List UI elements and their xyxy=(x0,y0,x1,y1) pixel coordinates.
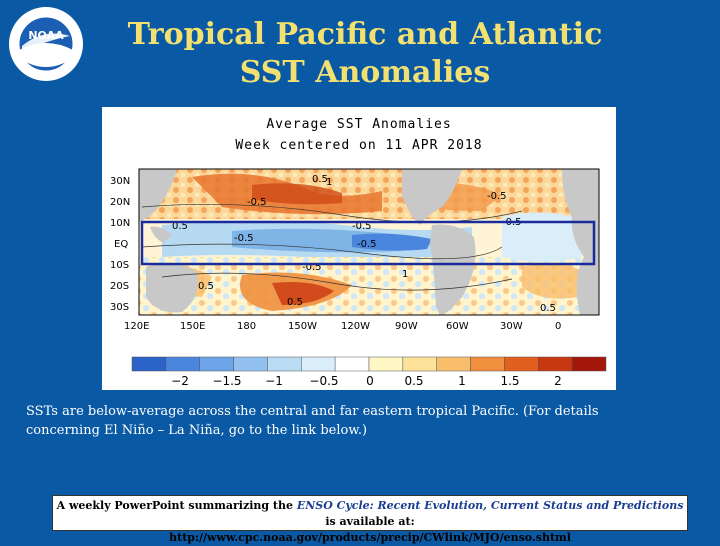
colorbar-swatch xyxy=(267,356,302,372)
lat-label: 10N xyxy=(110,218,130,229)
lon-label: 30W xyxy=(500,321,523,332)
colorbar-label: −2 xyxy=(171,374,189,388)
contour-label: -0.5 xyxy=(352,221,372,232)
colorbar-swatch xyxy=(131,356,167,372)
lon-label: 120W xyxy=(341,321,370,332)
contour-label: 0.5 xyxy=(287,297,303,308)
lon-label: 150W xyxy=(288,321,317,332)
colorbar-swatch xyxy=(470,356,505,372)
land-south-america xyxy=(430,224,476,315)
land-asia xyxy=(139,169,177,222)
colorbar-label: 0 xyxy=(366,374,374,388)
footer-report-title: ENSO Cycle: Recent Evolution, Current St… xyxy=(296,499,684,512)
noaa-logo: NOAA xyxy=(9,7,83,81)
footer-url-link[interactable]: http://www.cpc.noaa.gov/products/precip/… xyxy=(169,531,571,544)
colorbar xyxy=(131,356,607,372)
colorbar-swatch xyxy=(334,356,370,372)
sst-map: 0.5 -0.5 0.5 -0.5 -0.5 -0.5 -0.5 0.5 0.5… xyxy=(110,168,607,388)
contour-label: 0.5 xyxy=(540,303,556,314)
contour-label: 1 xyxy=(402,269,408,280)
lat-label: EQ xyxy=(114,239,128,250)
tropical-highlight-box xyxy=(140,220,596,266)
contour-labels: 0.5 -0.5 0.5 -0.5 -0.5 -0.5 -0.5 0.5 0.5… xyxy=(172,174,556,314)
longitude-labels: 120E 150E 180 150W 120W 90W 60W 30W 0 xyxy=(124,321,561,332)
logo-text: NOAA xyxy=(28,29,64,42)
body-text: SSTs are below-average across the centra… xyxy=(26,404,599,438)
contour-label: 0.5 xyxy=(312,174,328,185)
slide-title: Tropical Pacific and Atlantic SST Anomal… xyxy=(110,16,620,92)
land-australia xyxy=(146,263,198,313)
lon-label: 120E xyxy=(124,321,149,332)
colorbar-swatch xyxy=(504,356,539,372)
colorbar-swatch xyxy=(233,356,268,372)
colorbar-label: 2 xyxy=(554,374,562,388)
map-title: Average SST Anomalies xyxy=(266,117,452,132)
colorbar-swatch xyxy=(571,356,607,372)
contour-label: 0.5 xyxy=(172,221,188,232)
colorbar-swatch xyxy=(402,356,437,372)
footer-note: A weekly PowerPoint summarizing the ENSO… xyxy=(52,495,688,544)
map-subtitle: Week centered on 11 APR 2018 xyxy=(235,138,483,153)
lat-label: 10S xyxy=(110,260,129,271)
land-africa xyxy=(562,169,599,315)
contour-label: -0.5 xyxy=(234,233,254,244)
footer-line-1: A weekly PowerPoint summarizing the ENSO… xyxy=(53,498,687,530)
lat-label: 30N xyxy=(110,176,130,187)
contour-label: 1 xyxy=(326,177,332,188)
lon-label: 180 xyxy=(237,321,256,332)
colorbar-label: −1 xyxy=(265,374,283,388)
lat-label: 30S xyxy=(110,302,129,313)
contour-label: -0.5 xyxy=(247,197,267,208)
title-line-2: SST Anomalies xyxy=(239,55,491,90)
colorbar-swatch xyxy=(368,356,404,372)
colorbar-swatch xyxy=(301,356,336,372)
contour-label: -0.5 xyxy=(357,239,377,250)
colorbar-label: 1.5 xyxy=(500,374,519,388)
title-line-1: Tropical Pacific and Atlantic xyxy=(127,17,603,52)
footer-prefix: A weekly PowerPoint summarizing the xyxy=(56,499,297,512)
lat-label: 20S xyxy=(110,281,129,292)
colorbar-swatch xyxy=(436,356,471,372)
colorbar-swatch xyxy=(199,356,234,372)
lon-label: 150E xyxy=(180,321,205,332)
sst-anomaly-figure: Average SST Anomalies Week centered on 1… xyxy=(102,107,616,390)
contour-label: 0.5 xyxy=(198,281,214,292)
colorbar-swatch xyxy=(538,356,573,372)
contour-label: -0.5 xyxy=(302,262,322,273)
footer-suffix: is available at: xyxy=(325,515,415,528)
colorbar-label: −1.5 xyxy=(212,374,241,388)
colorbar-swatch xyxy=(165,356,200,372)
contour-label: -0.5 xyxy=(487,191,507,202)
lon-label: 90W xyxy=(395,321,418,332)
land-north-america xyxy=(402,169,462,225)
lon-label: 0 xyxy=(555,321,561,332)
lat-label: 20N xyxy=(110,197,130,208)
colorbar-label: −0.5 xyxy=(309,374,338,388)
map-border xyxy=(138,168,600,316)
latitude-labels: 30N 20N 10N EQ 10S 20S 30S xyxy=(110,176,130,313)
lon-label: 60W xyxy=(446,321,469,332)
colorbar-labels: −2 −1.5 −1 −0.5 0 0.5 1 1.5 2 xyxy=(171,374,562,388)
colorbar-label: 1 xyxy=(458,374,466,388)
colorbar-label: 0.5 xyxy=(404,374,423,388)
